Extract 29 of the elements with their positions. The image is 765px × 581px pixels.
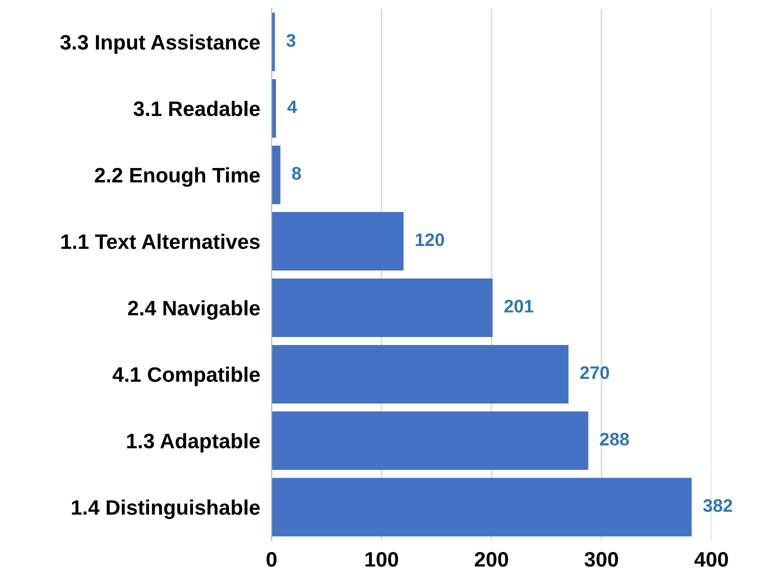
- x-tick-label: 100: [365, 552, 398, 567]
- x-tick-label: 300: [584, 552, 618, 567]
- data-label: 288: [600, 432, 629, 446]
- bar: [272, 278, 493, 337]
- bar: [272, 12, 275, 72]
- y-tick-label: 3.3 Input Assistance: [60, 34, 260, 54]
- bar: [272, 79, 276, 138]
- y-tick-label: 1.1 Text Alternatives: [61, 234, 260, 250]
- data-label: 382: [703, 499, 732, 512]
- y-tick-label: 3.1 Readable: [134, 100, 260, 116]
- bar: [272, 478, 692, 536]
- bar: [272, 212, 404, 271]
- y-tick-label: 2.2 Enough Time: [94, 167, 260, 187]
- bar: [272, 411, 588, 470]
- x-tick-label: 200: [474, 552, 508, 567]
- y-tick-label: 2.4 Navigable: [128, 300, 260, 320]
- x-tick-label: 400: [694, 552, 728, 567]
- x-tick-label: 0: [266, 552, 277, 567]
- data-label: 270: [580, 366, 609, 380]
- data-label: 3: [286, 34, 296, 47]
- y-tick-label: 4.1 Compatible: [112, 366, 260, 386]
- data-label: 120: [416, 233, 444, 246]
- bar: [272, 344, 568, 404]
- data-label: 201: [504, 300, 534, 313]
- data-label: 8: [292, 166, 301, 180]
- data-label: 4: [287, 100, 298, 114]
- bar: [272, 146, 280, 204]
- y-tick-label: 1.4 Distinguishable: [72, 500, 260, 520]
- y-tick-label: 1.3 Adaptable: [127, 433, 260, 453]
